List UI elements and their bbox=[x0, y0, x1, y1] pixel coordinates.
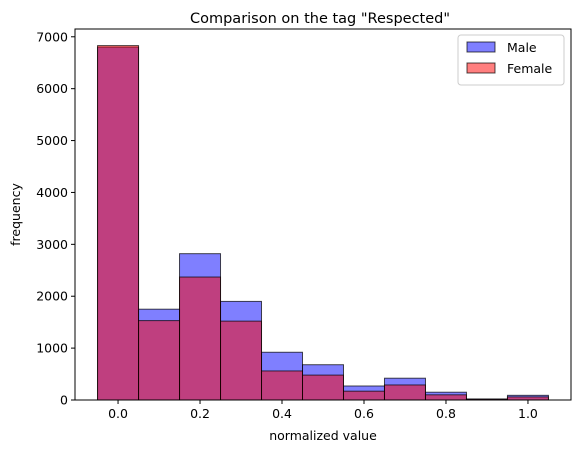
legend-swatch-male bbox=[466, 41, 496, 53]
x-axis-label: normalized value bbox=[269, 428, 377, 443]
y-axis: 0 1000 2000 3000 4000 5000 6000 7000 bbox=[36, 29, 75, 408]
bar-female-3 bbox=[220, 320, 263, 401]
bar-female-5 bbox=[302, 374, 344, 401]
x-axis: 0.0 0.2 0.4 0.6 0.8 1.0 bbox=[108, 400, 538, 421]
y-tick-label: 4000 bbox=[36, 185, 68, 200]
y-tick-label: 1000 bbox=[36, 341, 68, 356]
plot-frame bbox=[74, 28, 572, 401]
x-tick-label: 1.0 bbox=[518, 406, 538, 421]
bar-female-6 bbox=[342, 390, 385, 401]
x-tick-label: 0.8 bbox=[436, 406, 456, 421]
legend-label-male: Male bbox=[507, 40, 537, 55]
y-tick-label: 0 bbox=[60, 393, 68, 408]
bar-female-0 bbox=[97, 45, 140, 401]
x-tick-label: 0.6 bbox=[354, 406, 374, 421]
bar-female-8 bbox=[424, 394, 467, 401]
x-tick-label: 0.0 bbox=[108, 406, 128, 421]
bars-group bbox=[97, 45, 549, 401]
bar-female-7 bbox=[383, 384, 426, 401]
x-tick-label: 0.4 bbox=[272, 406, 292, 421]
bar-female-4 bbox=[261, 370, 304, 401]
y-tick-label: 7000 bbox=[36, 29, 68, 44]
chart-title: Comparison on the tag "Respected" bbox=[190, 11, 450, 27]
legend-label-female: Female bbox=[507, 61, 553, 76]
x-tick-label: 0.2 bbox=[190, 406, 210, 421]
y-tick-label: 6000 bbox=[36, 81, 68, 96]
bar-female-2 bbox=[179, 276, 222, 401]
bar-female-1 bbox=[138, 320, 181, 401]
legend-swatch-female bbox=[466, 62, 496, 74]
y-tick-label: 5000 bbox=[36, 133, 68, 148]
legend: Male Female bbox=[457, 34, 565, 86]
y-tick-label: 2000 bbox=[36, 289, 68, 304]
y-axis-label: frequency bbox=[8, 183, 23, 246]
y-tick-label: 3000 bbox=[36, 237, 68, 252]
